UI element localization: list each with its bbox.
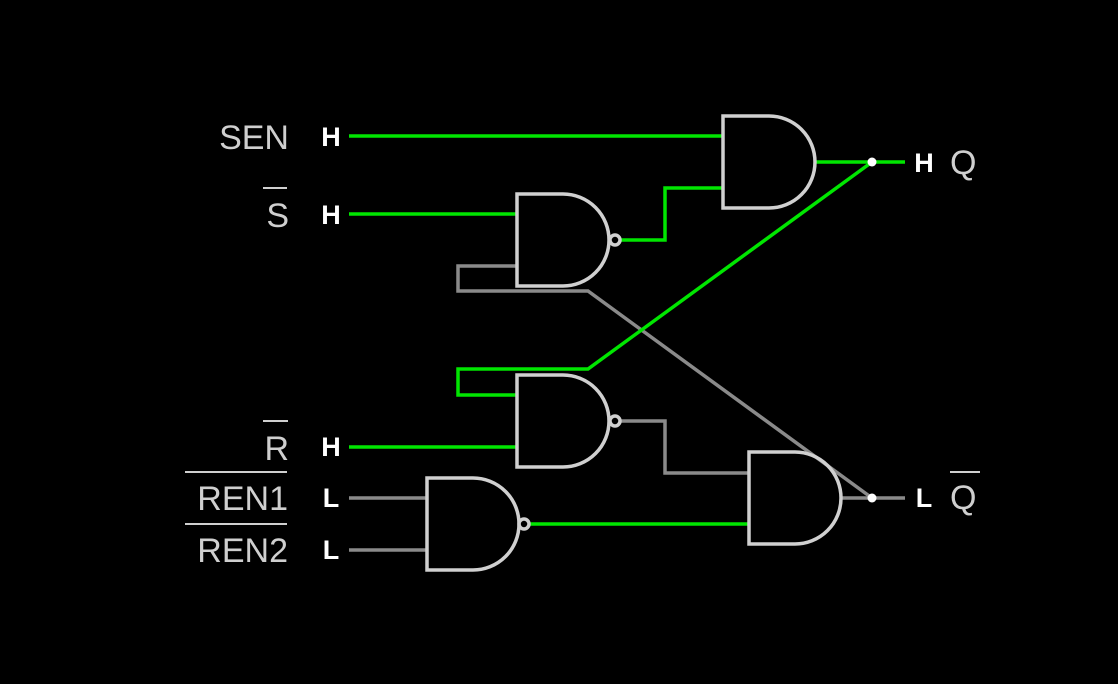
output-labels: H Q L Q <box>914 144 980 517</box>
input-state-sen: H <box>321 122 341 152</box>
and-gate-bottom <box>747 450 843 546</box>
input-label-r: R <box>264 430 289 468</box>
nand-gate-ren-bubble <box>517 517 531 531</box>
wire-nand-r-out <box>621 419 749 475</box>
output-label-q: Q <box>950 144 976 182</box>
nand-gate-s-bubble <box>608 233 622 247</box>
nand-gate-r <box>515 373 611 469</box>
nand-gate-s <box>515 192 611 288</box>
junction-q <box>867 157 877 167</box>
input-label-sen: SEN <box>219 119 289 157</box>
wire-nand-s-out <box>621 186 723 242</box>
nand-gate-ren <box>425 476 521 572</box>
wire-nand-s-feedback <box>456 264 874 500</box>
and-gate-top <box>721 114 817 210</box>
input-state-ren2: L <box>323 535 340 565</box>
input-labels: SEN H S H R H REN1 L REN2 L <box>185 119 341 570</box>
junction-qbar <box>867 493 877 503</box>
gates <box>425 114 843 572</box>
input-state-s: H <box>321 200 341 230</box>
input-label-ren1: REN1 <box>197 480 288 518</box>
wires-high <box>349 134 905 526</box>
nand-gate-r-bubble <box>608 414 622 428</box>
input-state-r: H <box>321 432 341 462</box>
output-state-q: H <box>914 148 934 178</box>
wire-q-feedback <box>456 160 874 397</box>
input-label-ren2: REN2 <box>197 532 288 570</box>
output-label-qbar: Q <box>950 479 976 517</box>
input-label-s: S <box>266 197 289 235</box>
input-state-ren1: L <box>323 483 340 513</box>
wires-low <box>349 264 905 552</box>
output-state-qbar: L <box>916 483 933 513</box>
